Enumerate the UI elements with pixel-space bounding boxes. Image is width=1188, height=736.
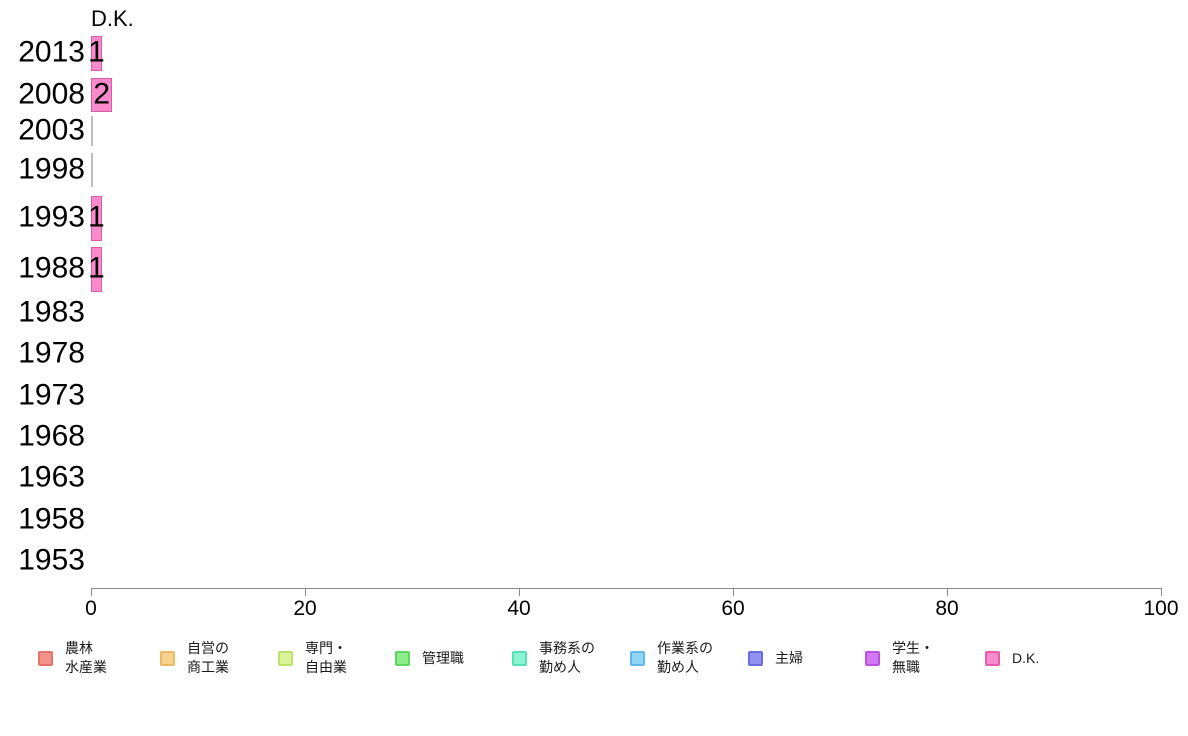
y-tick-label-1953: 1953 bbox=[18, 543, 85, 577]
legend-label: 自営の 商工業 bbox=[187, 640, 229, 675]
legend-item-事務系の勤め人[interactable]: 事務系の 勤め人 bbox=[512, 637, 595, 679]
y-tick-label-2008: 2008 bbox=[18, 77, 85, 111]
bar-zero-2003 bbox=[91, 116, 93, 146]
bar-1993 bbox=[91, 195, 102, 241]
x-tick-mark-100 bbox=[1161, 588, 1162, 596]
legend-item-管理職[interactable]: 管理職 bbox=[395, 637, 464, 679]
legend-label: 作業系の 勤め人 bbox=[657, 640, 713, 675]
legend-swatch bbox=[748, 650, 763, 666]
legend-item-作業系の勤め人[interactable]: 作業系の 勤め人 bbox=[630, 637, 713, 679]
legend-swatch bbox=[865, 650, 880, 666]
y-tick-label-1993: 1993 bbox=[18, 200, 85, 234]
legend-item-農林水産業[interactable]: 農林 水産業 bbox=[38, 637, 107, 679]
legend-swatch bbox=[512, 650, 527, 666]
bar-value-label-2008: 2 bbox=[93, 77, 111, 111]
x-tick-mark-80 bbox=[947, 588, 948, 596]
x-tick-label-60: 60 bbox=[721, 597, 745, 620]
legend-label: 事務系の 勤め人 bbox=[539, 640, 595, 675]
legend-swatch bbox=[395, 650, 410, 666]
legend-label: 学生・ 無職 bbox=[892, 640, 934, 675]
legend-label: 管理職 bbox=[422, 649, 464, 666]
y-tick-label-2003: 2003 bbox=[18, 113, 85, 147]
y-tick-label-1973: 1973 bbox=[18, 378, 85, 412]
legend-label: D.K. bbox=[1012, 649, 1040, 666]
x-tick-label-100: 100 bbox=[1143, 597, 1179, 620]
chart-title: D.K. bbox=[91, 6, 134, 31]
bar-value-label-1993: 1 bbox=[88, 200, 105, 234]
bar-2008 bbox=[91, 78, 113, 112]
legend-swatch bbox=[278, 650, 293, 666]
bar-value-label-2013: 1 bbox=[88, 35, 105, 69]
y-tick-label-1968: 1968 bbox=[18, 419, 85, 453]
bar-value-label-1988: 1 bbox=[88, 251, 105, 285]
x-tick-label-40: 40 bbox=[507, 597, 531, 620]
x-axis-line bbox=[91, 588, 1161, 589]
legend-swatch bbox=[38, 650, 53, 666]
y-tick-label-1978: 1978 bbox=[18, 336, 85, 370]
y-tick-label-1963: 1963 bbox=[18, 460, 85, 494]
x-tick-label-0: 0 bbox=[85, 597, 97, 620]
legend-swatch bbox=[630, 650, 645, 666]
legend-label: 農林 水産業 bbox=[65, 640, 107, 675]
x-tick-label-80: 80 bbox=[935, 597, 959, 620]
y-tick-label-1988: 1988 bbox=[18, 251, 85, 285]
legend-item-主婦[interactable]: 主婦 bbox=[748, 637, 803, 679]
bar-1988 bbox=[91, 246, 102, 292]
x-tick-mark-0 bbox=[91, 588, 92, 596]
y-tick-label-2013: 2013 bbox=[18, 35, 85, 69]
bar-2013 bbox=[91, 35, 102, 71]
x-tick-mark-40 bbox=[519, 588, 520, 596]
legend-item-専門・自由業[interactable]: 専門・ 自由業 bbox=[278, 637, 347, 679]
bar-zero-1998 bbox=[91, 153, 93, 187]
x-tick-mark-20 bbox=[305, 588, 306, 596]
x-tick-label-20: 20 bbox=[293, 597, 317, 620]
legend-item-学生・無職[interactable]: 学生・ 無職 bbox=[865, 637, 934, 679]
legend-swatch bbox=[160, 650, 175, 666]
y-tick-label-1998: 1998 bbox=[18, 152, 85, 186]
legend-swatch bbox=[985, 650, 1000, 666]
legend-label: 主婦 bbox=[775, 649, 803, 666]
legend-item-D.K.[interactable]: D.K. bbox=[985, 637, 1039, 679]
y-tick-label-1983: 1983 bbox=[18, 295, 85, 329]
y-tick-label-1958: 1958 bbox=[18, 502, 85, 536]
legend-label: 専門・ 自由業 bbox=[305, 640, 347, 675]
x-tick-mark-60 bbox=[733, 588, 734, 596]
legend-item-自営の商工業[interactable]: 自営の 商工業 bbox=[160, 637, 229, 679]
